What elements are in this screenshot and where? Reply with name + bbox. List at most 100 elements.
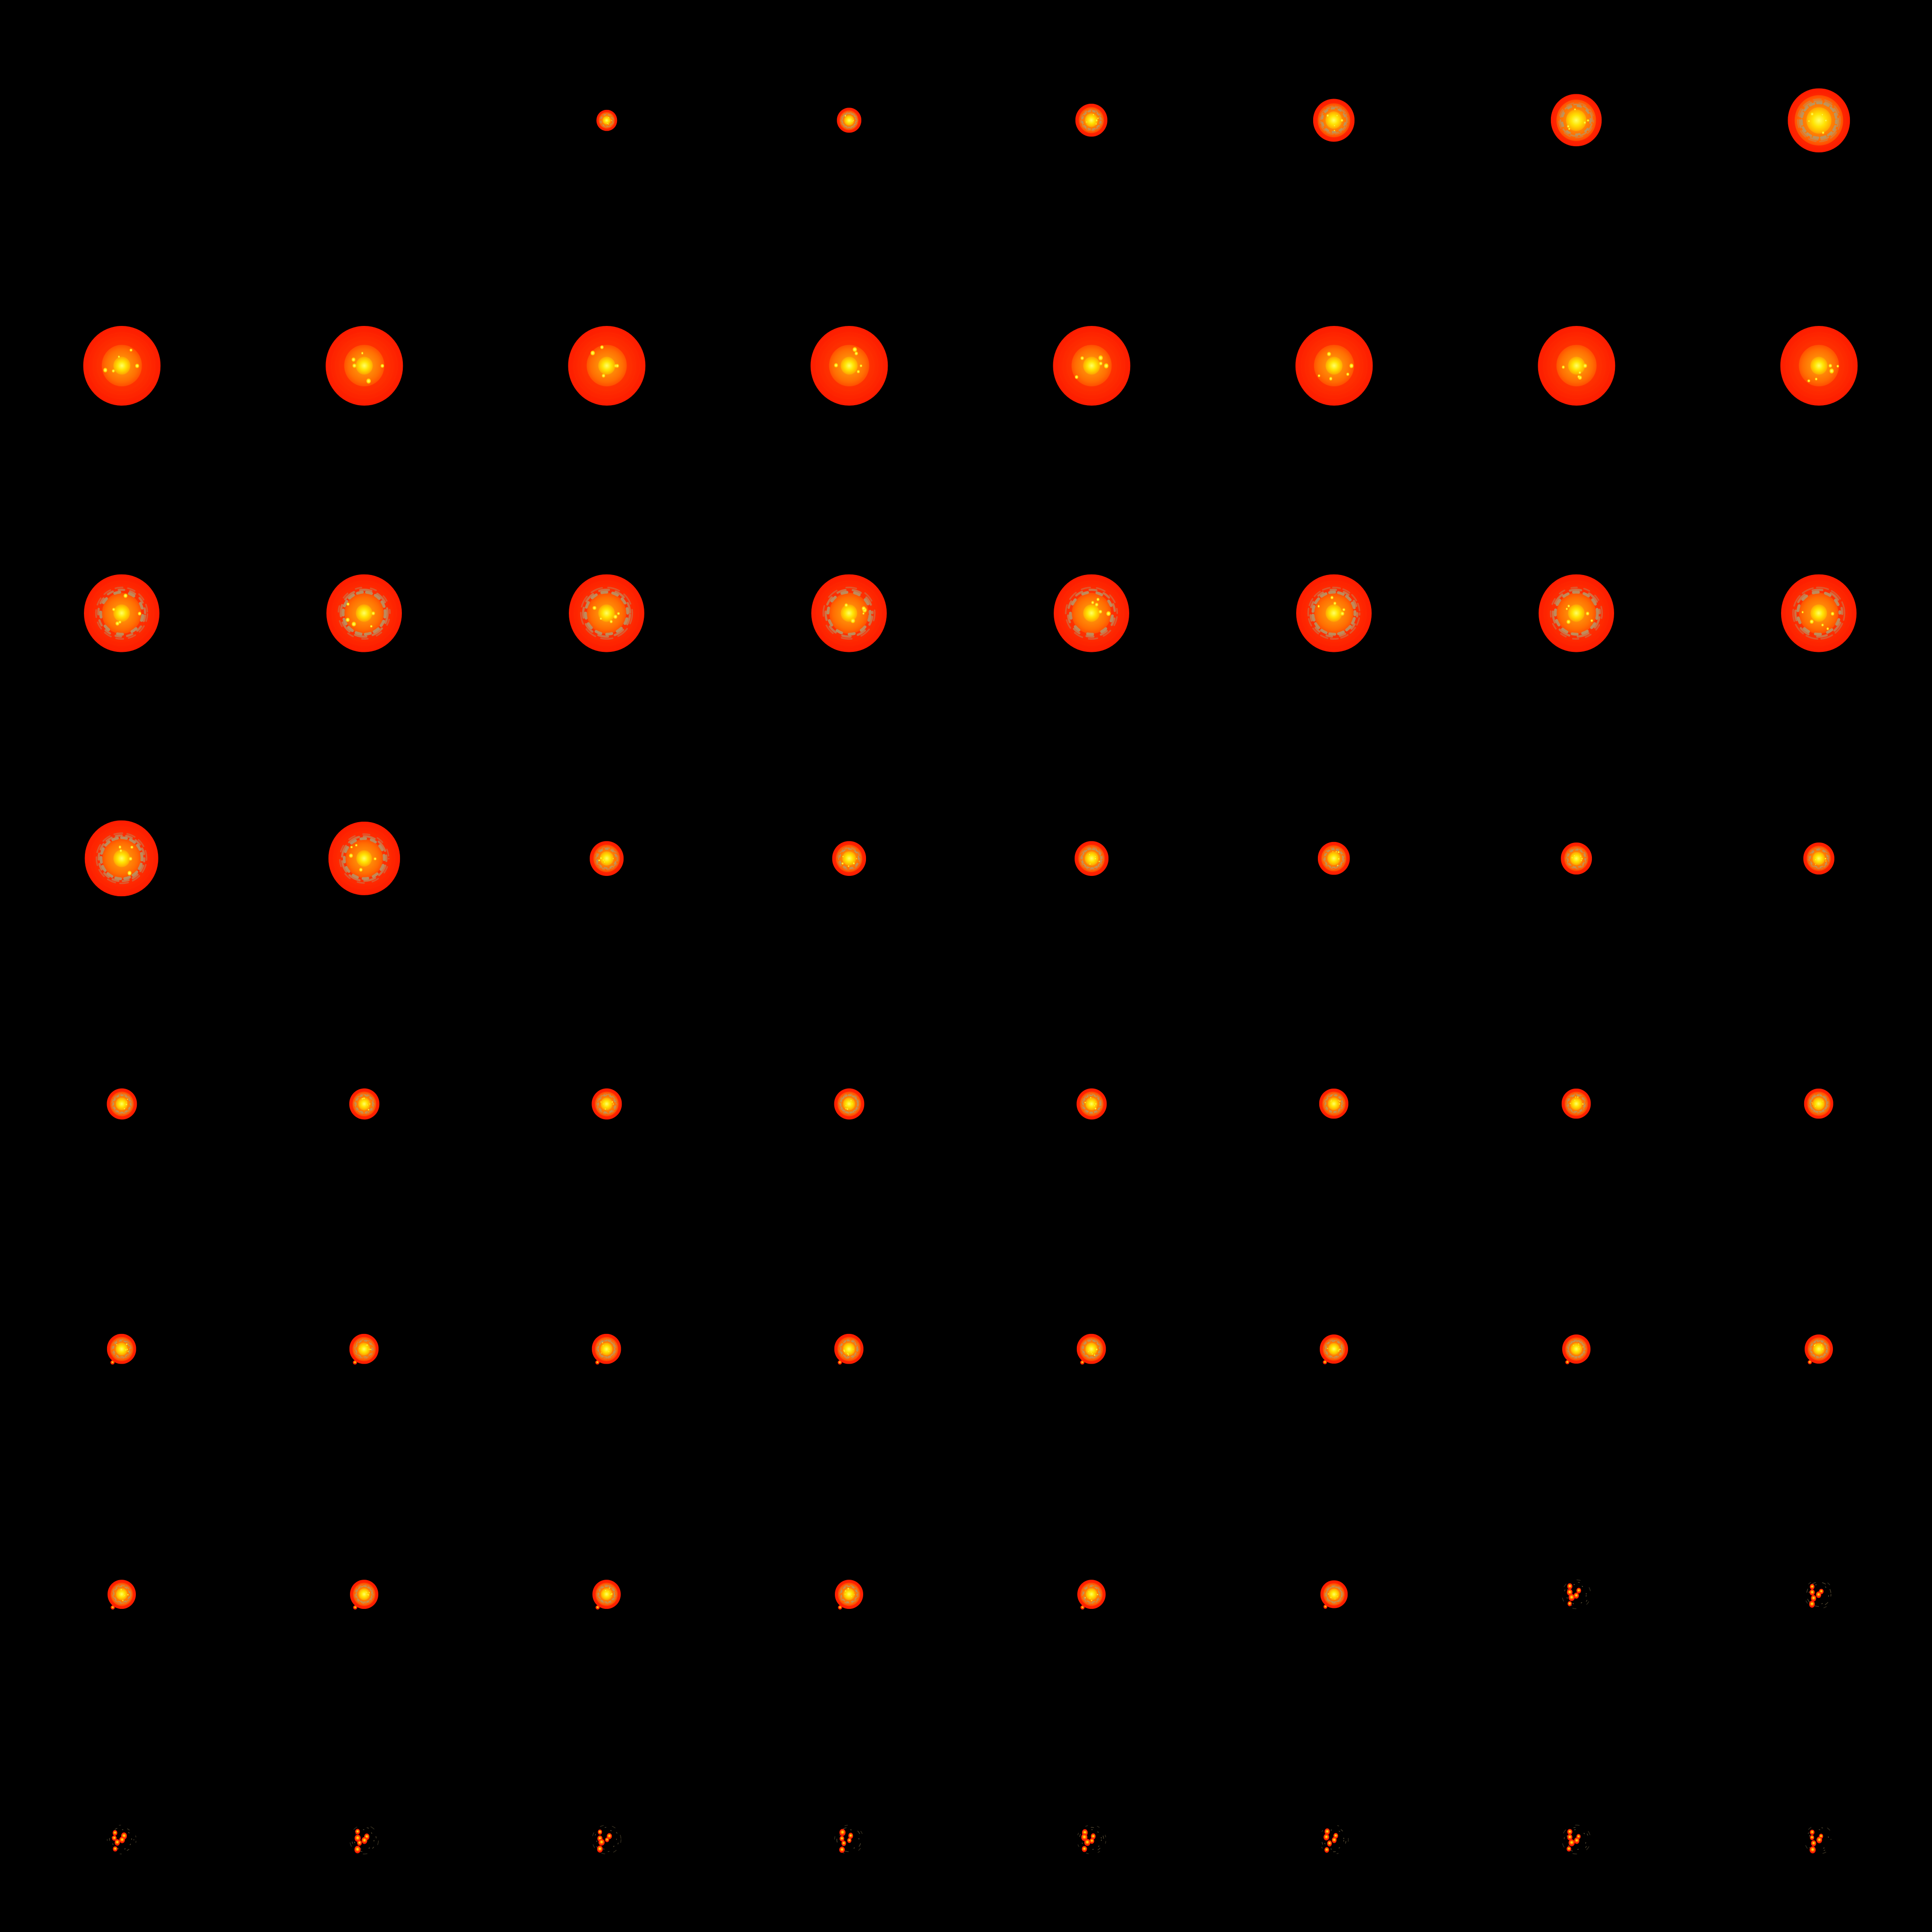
fragment-clump [1573, 1592, 1579, 1599]
yellow-core [1083, 604, 1100, 622]
core-speckle [372, 611, 375, 616]
core-speckle [853, 1594, 855, 1595]
core-speckle [1327, 1348, 1328, 1349]
core-speckle [1578, 1348, 1580, 1350]
yellow-core [1328, 1343, 1340, 1355]
satellite-clump [110, 1605, 115, 1610]
blob [1557, 1574, 1596, 1614]
core-speckle [1577, 1096, 1579, 1098]
core-speckle [862, 606, 866, 611]
yellow-core [1086, 1588, 1097, 1600]
core-speckle [1821, 113, 1824, 116]
fragment-clump [839, 1829, 846, 1836]
core-speckle [848, 1354, 849, 1356]
core-speckle [1331, 1099, 1332, 1101]
core-speckle [852, 347, 858, 352]
blob [344, 1084, 383, 1123]
grid-panel [1799, 1574, 1839, 1614]
fragment-clump [607, 1833, 612, 1840]
core-speckle [1340, 611, 1345, 616]
core-speckle [1815, 864, 1816, 866]
core-speckle [1578, 1345, 1579, 1347]
core-speckle [616, 364, 619, 368]
core-speckle [1330, 596, 1333, 600]
core-speckle [1339, 1348, 1341, 1350]
blob [1073, 1330, 1111, 1368]
core-speckle [844, 603, 848, 608]
core-speckle [1571, 857, 1573, 858]
core-speckle [611, 1593, 613, 1595]
grid-panel [1316, 1331, 1352, 1367]
core-speckle [603, 1345, 604, 1347]
core-speckle [1104, 363, 1109, 368]
core-speckle [1084, 1597, 1086, 1599]
core-speckle [1338, 851, 1340, 853]
grid-panel [799, 315, 899, 416]
grid-panel [71, 315, 172, 416]
fragment-clump [599, 1839, 605, 1846]
blob [1313, 838, 1355, 879]
grid-panel [345, 1330, 383, 1368]
core-speckle [591, 350, 595, 356]
yellow-core [1085, 1342, 1098, 1356]
grid-panel [1558, 1331, 1595, 1367]
core-speckle [1330, 1100, 1332, 1102]
grid-panel [1799, 1820, 1839, 1859]
core-speckle [117, 355, 120, 358]
grid-panel [1285, 564, 1383, 662]
core-speckle [604, 861, 606, 863]
grid-panel [1313, 838, 1355, 879]
blob [317, 812, 411, 905]
fragment-clump [1081, 1833, 1088, 1841]
core-speckle [1566, 608, 1568, 610]
fragment-clump [1567, 1601, 1572, 1607]
grid-panel [830, 1330, 868, 1368]
core-speckle [848, 865, 849, 867]
yellow-core [116, 1342, 128, 1356]
core-speckle [1338, 1103, 1340, 1105]
core-speckle [1346, 372, 1349, 376]
core-speckle [610, 1594, 611, 1595]
fragment-clump [1819, 1589, 1824, 1594]
core-speckle [1566, 125, 1569, 128]
core-speckle [850, 1099, 852, 1102]
yellow-core [1567, 356, 1585, 375]
blob [799, 315, 899, 416]
grid-panel [344, 1084, 383, 1123]
grid-panel [314, 315, 414, 416]
core-speckle [609, 620, 613, 624]
core-speckle [122, 1600, 124, 1601]
core-speckle [1574, 108, 1576, 110]
yellow-core [113, 849, 130, 867]
core-speckle [605, 1590, 607, 1592]
core-speckle [855, 351, 858, 356]
satellite-clump [1323, 1605, 1328, 1609]
fragment-clump [1819, 1833, 1824, 1839]
core-speckle [130, 845, 133, 849]
yellow-core [1571, 1343, 1582, 1355]
satellite-clump [353, 1360, 358, 1365]
core-speckle [1095, 603, 1099, 607]
grid-panel [103, 1330, 141, 1368]
core-speckle [1349, 363, 1354, 368]
fragment-clump [841, 1840, 846, 1846]
core-speckle [862, 612, 865, 615]
blob [831, 1576, 867, 1613]
satellite-clump [595, 1360, 600, 1365]
core-speckle [1578, 371, 1582, 374]
satellite-clump [1080, 1360, 1085, 1365]
blob [314, 315, 414, 416]
core-speckle [1811, 1102, 1813, 1103]
core-speckle [130, 348, 133, 352]
grid-panel [344, 1820, 384, 1859]
grid-panel [831, 1576, 867, 1613]
core-speckle [1089, 863, 1091, 865]
core-speckle [1088, 1591, 1090, 1593]
fragment-clump [1568, 1839, 1575, 1847]
core-speckle [1581, 860, 1582, 861]
grid-panel [584, 836, 629, 881]
core-speckle [1566, 619, 1571, 624]
core-speckle [852, 862, 855, 865]
core-speckle [612, 858, 614, 859]
